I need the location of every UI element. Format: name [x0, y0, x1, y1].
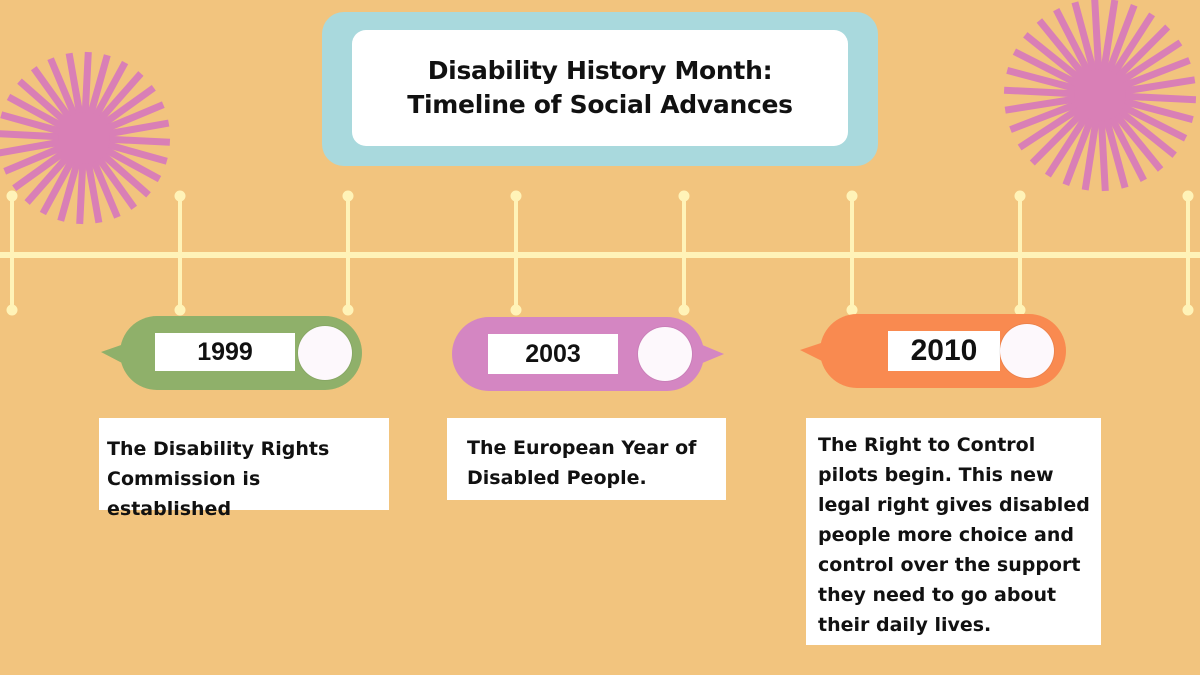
burst-ray — [1029, 105, 1090, 166]
burst-ray — [1017, 101, 1087, 151]
burst-ray — [1062, 110, 1097, 186]
burst-ray — [1115, 57, 1191, 92]
burst-ray — [93, 71, 144, 127]
burst-ray — [1003, 86, 1083, 98]
pointer-1999 — [101, 344, 124, 364]
timeline-tick-dot — [1014, 190, 1026, 202]
timeline-tick-dot — [1182, 304, 1194, 316]
event-card-2010: The Right to Control pilots begin. This … — [806, 418, 1101, 645]
burst-ray — [1009, 98, 1085, 133]
timeline-tick-dot — [342, 304, 354, 316]
title-card: Disability History Month: Timeline of So… — [352, 30, 848, 146]
title-frame: Disability History Month: Timeline of So… — [322, 12, 878, 166]
burst-ray — [1101, 111, 1129, 189]
burst-ray — [1071, 1, 1099, 79]
burst-ray — [1091, 0, 1103, 78]
burst-ray — [1117, 92, 1197, 104]
timeline-tick-dot — [510, 304, 522, 316]
burst-ray — [39, 152, 79, 216]
burst-ray — [1081, 112, 1101, 191]
starburst-left-icon — [0, 51, 171, 225]
timeline-tick-dot — [6, 190, 18, 202]
timeline-tick-dot — [510, 190, 522, 202]
timeline-tick-dot — [6, 304, 18, 316]
burst-ray — [1053, 8, 1095, 81]
burst-ray — [89, 60, 129, 124]
circle-marker-2010 — [1000, 324, 1054, 378]
burst-ray — [95, 147, 151, 198]
burst-ray — [1099, 0, 1119, 78]
burst-ray — [101, 119, 170, 139]
burst-ray — [1006, 67, 1084, 94]
year-pill-2003: 2003 — [452, 317, 704, 391]
burst-ray — [87, 153, 121, 219]
burst-ray — [6, 93, 70, 133]
burst-core — [58, 112, 110, 164]
burst-ray — [17, 78, 73, 129]
burst-ray — [1114, 99, 1188, 142]
burst-ray — [65, 52, 85, 121]
burst-ray — [1036, 18, 1092, 84]
pointer-2010 — [800, 342, 824, 362]
burst-ray — [98, 143, 162, 183]
burst-ray — [1110, 24, 1171, 85]
burst-ray — [1044, 108, 1094, 178]
pointer-2003 — [700, 344, 724, 364]
burst-ray — [1105, 109, 1147, 182]
burst-ray — [0, 137, 67, 157]
circle-marker-1999 — [298, 326, 352, 380]
timeline — [0, 190, 1200, 316]
event-card-1999: The Disability Rights Commission is esta… — [99, 418, 389, 520]
burst-ray — [1116, 96, 1194, 123]
burst-ray — [1004, 94, 1083, 114]
burst-ray — [12, 145, 72, 192]
burst-ray — [1106, 12, 1156, 82]
year-pill-1999: 1999 — [120, 316, 362, 390]
burst-ray — [1117, 76, 1196, 96]
year-pill-2010: 2010 — [820, 314, 1066, 388]
burst-ray — [57, 154, 83, 222]
year-label-1999: 1999 — [155, 333, 295, 371]
burst-ray — [96, 84, 156, 131]
year-label-2003: 2003 — [488, 334, 618, 374]
burst-ray — [83, 155, 103, 224]
starburst-right-icon — [1003, 0, 1197, 192]
burst-ray — [85, 54, 111, 122]
timeline-tick-dot — [678, 304, 690, 316]
timeline-tick-dot — [342, 190, 354, 202]
burst-ray — [81, 51, 92, 121]
burst-ray — [99, 101, 165, 135]
burst-ray — [0, 111, 68, 137]
timeline-tick-dot — [174, 190, 186, 202]
burst-ray — [47, 57, 81, 123]
burst-ray — [1113, 39, 1183, 89]
burst-ray — [0, 130, 67, 141]
burst-core — [1074, 69, 1126, 121]
burst-ray — [101, 135, 171, 146]
burst-ray — [1108, 106, 1164, 172]
burst-ray — [1103, 4, 1138, 80]
year-label-2010: 2010 — [888, 331, 1000, 371]
burst-ray — [1012, 48, 1086, 91]
burst-ray — [91, 150, 138, 210]
title-line-1: Disability History Month: — [427, 56, 773, 85]
burst-ray — [1023, 32, 1089, 87]
circle-marker-2003 — [638, 327, 692, 381]
burst-ray — [1097, 112, 1109, 192]
burst-ray — [76, 155, 87, 225]
timeline-tick-dot — [1182, 190, 1194, 202]
timeline-tick-dot — [846, 190, 858, 202]
event-card-2003: The European Year of Disabled People. — [447, 418, 726, 500]
title-line-2: Timeline of Social Advances — [407, 90, 793, 119]
burst-ray — [1111, 103, 1177, 158]
burst-ray — [100, 139, 168, 165]
timeline-tick-dot — [678, 190, 690, 202]
burst-ray — [3, 141, 69, 175]
burst-ray — [24, 149, 75, 205]
timeline-tick-dot — [174, 304, 186, 316]
burst-ray — [30, 66, 77, 126]
